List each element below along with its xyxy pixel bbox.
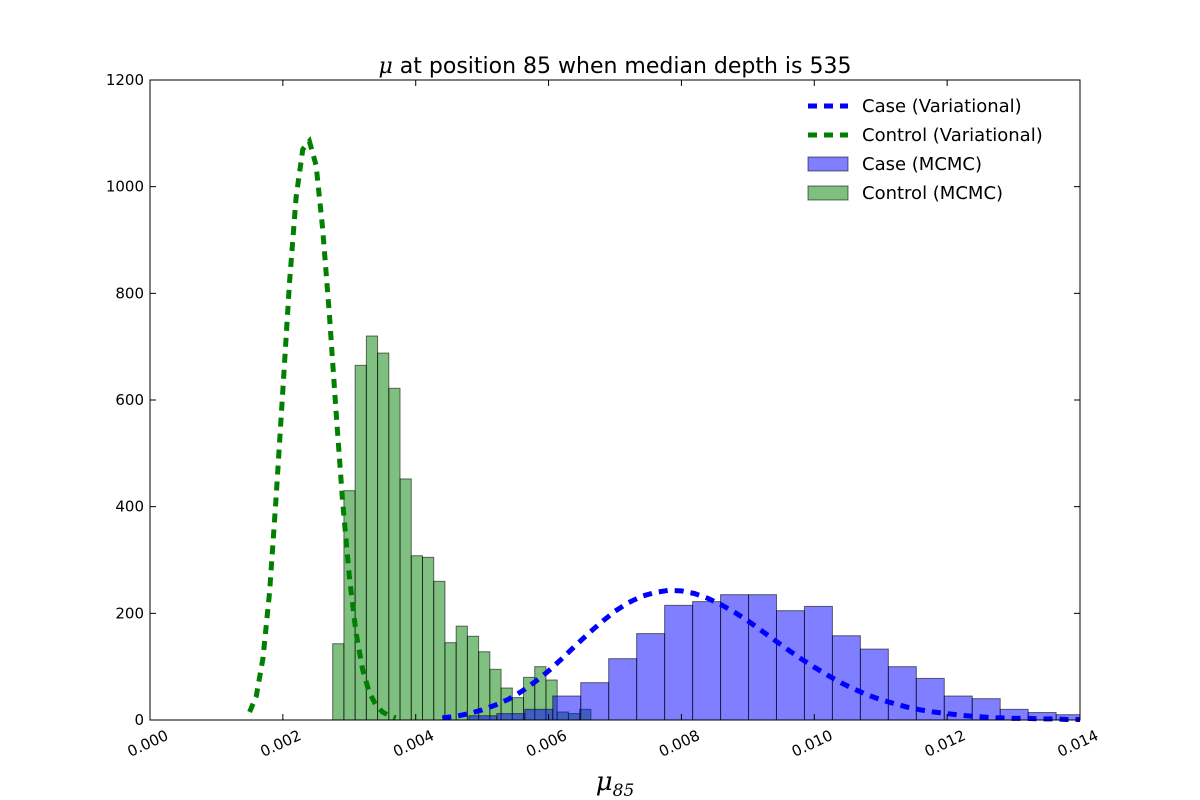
control-mcmc-histogram bbox=[332, 335, 592, 721]
control-mcmc-bar bbox=[421, 556, 435, 721]
case-mcmc-bar bbox=[692, 601, 722, 721]
control-mcmc-bar bbox=[410, 555, 423, 721]
y-tick-label: 0 bbox=[134, 711, 144, 729]
x-axis-label: μ85 bbox=[596, 767, 635, 800]
case-mcmc-bar bbox=[636, 633, 666, 721]
variational-curves bbox=[247, 136, 1080, 722]
case-mcmc-bar bbox=[496, 713, 526, 721]
chart-title: μ at position 85 when median depth is 53… bbox=[379, 54, 852, 79]
case-variational-line bbox=[442, 587, 1080, 722]
case-mcmc-bar bbox=[580, 682, 610, 721]
control-mcmc-bar bbox=[455, 625, 468, 721]
control-mcmc-bar bbox=[399, 478, 412, 721]
legend-label-control-mcmc: Control (MCMC) bbox=[862, 183, 1003, 204]
control-mcmc-bar bbox=[489, 668, 502, 721]
legend-swatch-control-mcmc bbox=[807, 185, 849, 201]
case-mcmc-bar bbox=[664, 604, 694, 721]
control-mcmc-bar bbox=[444, 642, 457, 721]
control-mcmc-bar bbox=[388, 387, 401, 721]
y-tick-label: 400 bbox=[115, 498, 144, 516]
case-mcmc-bar bbox=[748, 594, 777, 721]
y-tick-label: 600 bbox=[115, 391, 144, 409]
y-tick-label: 800 bbox=[115, 284, 144, 302]
case-mcmc-bar bbox=[775, 610, 805, 721]
control-mcmc-bar bbox=[332, 643, 345, 721]
legend-label-case-mcmc: Case (MCMC) bbox=[862, 154, 982, 175]
control-variational-line bbox=[247, 136, 397, 721]
control-mcmc-bar bbox=[433, 580, 446, 721]
case-mcmc-bar bbox=[468, 715, 498, 721]
control-mcmc-bar bbox=[365, 335, 379, 721]
case-mcmc-bar bbox=[552, 695, 582, 721]
case-mcmc-bar bbox=[608, 658, 638, 721]
y-tick-label: 200 bbox=[115, 604, 144, 622]
legend-label-control-variational: Control (Variational) bbox=[862, 125, 1043, 146]
y-axis: 0 200 400 600 800 1000 1200 bbox=[106, 71, 1080, 729]
legend-swatch-case-mcmc bbox=[807, 156, 849, 172]
case-mcmc-histogram bbox=[468, 594, 1081, 721]
case-mcmc-bar bbox=[831, 635, 861, 721]
control-mcmc-bar bbox=[466, 635, 480, 721]
plot-area bbox=[247, 136, 1081, 722]
control-mcmc-bar bbox=[377, 352, 390, 721]
y-tick-label: 1000 bbox=[106, 178, 144, 196]
case-mcmc-bar bbox=[859, 648, 889, 721]
y-tick-label: 1200 bbox=[106, 71, 144, 89]
legend: Case (Variational) Control (Variational) C… bbox=[807, 96, 1043, 204]
legend-label-case-variational: Case (Variational) bbox=[862, 96, 1022, 117]
case-mcmc-bar bbox=[720, 594, 750, 721]
case-mcmc-bar bbox=[887, 666, 917, 721]
case-mcmc-bar bbox=[803, 605, 833, 721]
